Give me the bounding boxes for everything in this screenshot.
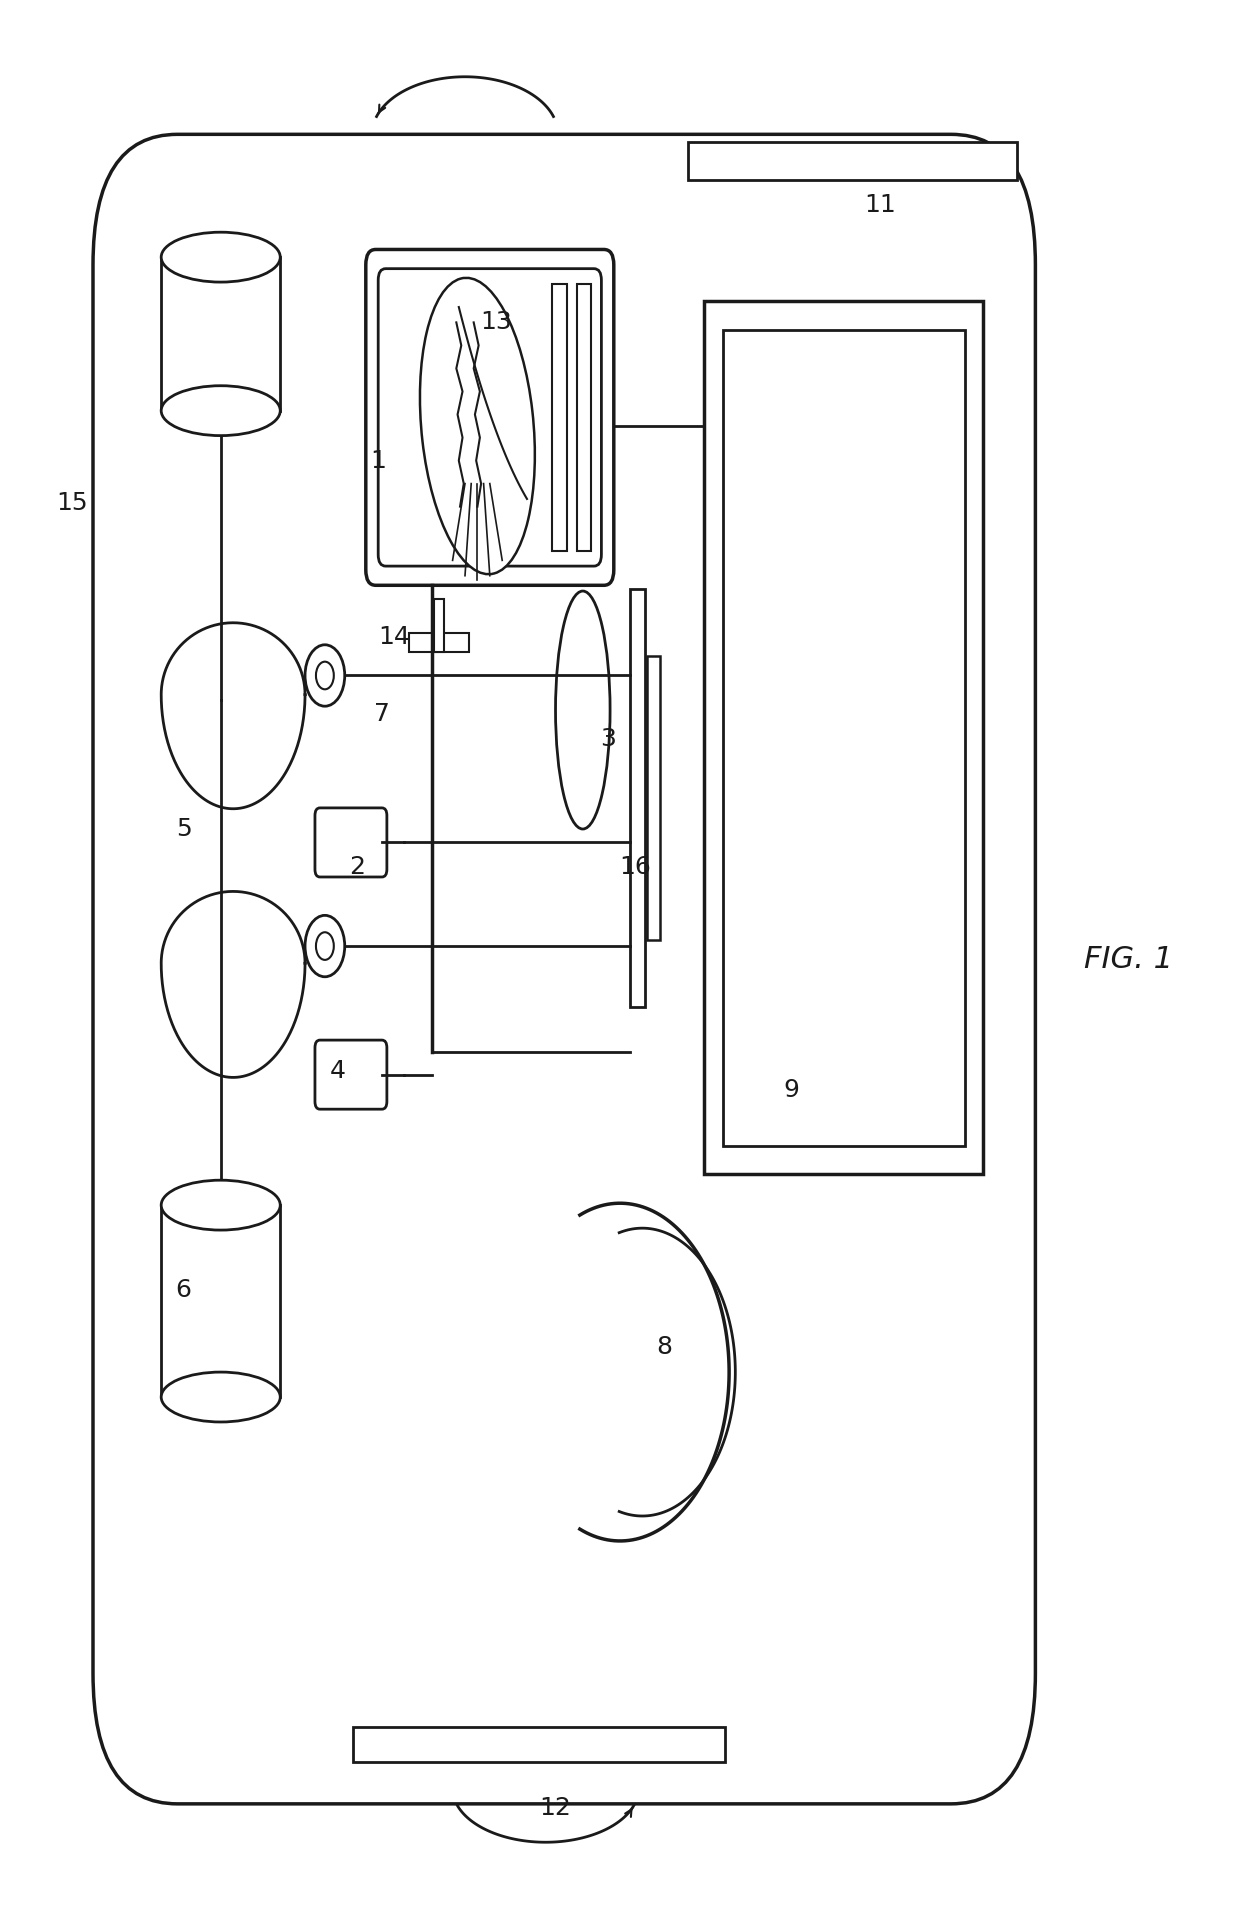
Ellipse shape <box>161 1180 280 1230</box>
Bar <box>552 284 567 551</box>
Bar <box>434 599 444 652</box>
Polygon shape <box>161 624 305 808</box>
Bar <box>630 589 645 1007</box>
Text: 6: 6 <box>176 1278 191 1301</box>
Text: 7: 7 <box>374 702 389 725</box>
Ellipse shape <box>161 386 280 436</box>
Bar <box>577 284 591 551</box>
Text: 12: 12 <box>539 1796 572 1819</box>
Circle shape <box>316 662 334 689</box>
Text: 3: 3 <box>600 727 615 750</box>
Text: 2: 2 <box>350 856 365 879</box>
Text: 14: 14 <box>378 626 410 649</box>
Circle shape <box>316 933 334 960</box>
Text: 16: 16 <box>619 856 651 879</box>
FancyBboxPatch shape <box>315 1040 387 1109</box>
Text: 1: 1 <box>371 449 386 472</box>
Bar <box>723 330 965 1146</box>
Text: FIG. 1: FIG. 1 <box>1084 944 1173 975</box>
Text: 15: 15 <box>56 491 88 514</box>
Bar <box>353 1727 725 1762</box>
Ellipse shape <box>161 1372 280 1422</box>
Text: 8: 8 <box>657 1336 672 1359</box>
Ellipse shape <box>161 232 280 282</box>
Text: 13: 13 <box>480 311 512 334</box>
Bar <box>647 656 660 940</box>
Ellipse shape <box>420 278 534 574</box>
Text: 11: 11 <box>864 194 897 217</box>
Ellipse shape <box>556 591 610 829</box>
Text: 9: 9 <box>784 1078 799 1102</box>
FancyBboxPatch shape <box>378 269 601 566</box>
FancyBboxPatch shape <box>315 808 387 877</box>
Bar <box>161 257 280 411</box>
FancyBboxPatch shape <box>366 249 614 585</box>
Circle shape <box>305 645 345 706</box>
Bar <box>688 142 1017 180</box>
Text: 5: 5 <box>176 817 191 841</box>
Bar <box>161 1205 280 1397</box>
Text: 4: 4 <box>330 1059 345 1082</box>
FancyBboxPatch shape <box>93 134 1035 1804</box>
Circle shape <box>305 915 345 977</box>
Bar <box>409 633 469 652</box>
Bar <box>704 301 983 1174</box>
Polygon shape <box>161 892 305 1077</box>
